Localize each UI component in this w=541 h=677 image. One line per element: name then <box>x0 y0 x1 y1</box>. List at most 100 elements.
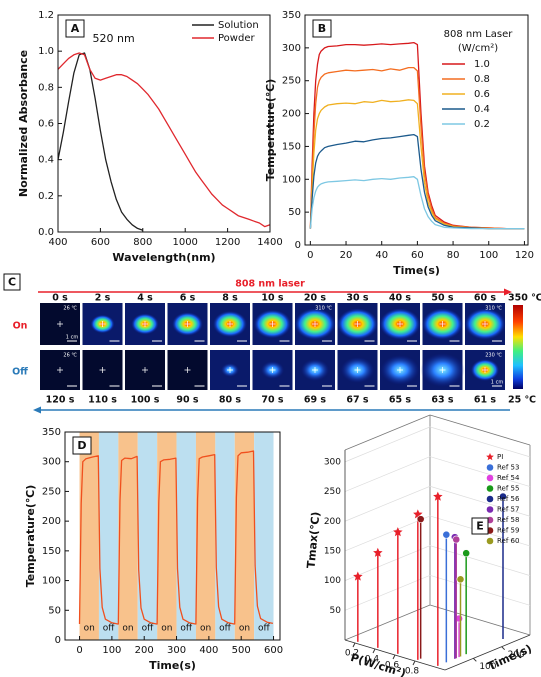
x-tick-label: 60 <box>411 250 424 261</box>
crosshair <box>142 367 148 373</box>
x-tick <box>372 648 376 654</box>
legend-label: PI <box>497 453 503 461</box>
band-label: on <box>122 624 133 634</box>
axis-edge <box>344 604 431 641</box>
y-tick-label: 100 <box>479 662 496 672</box>
band <box>254 432 274 640</box>
panel-letter: C <box>8 276 16 289</box>
laser-label: 808 nm laser <box>235 279 305 290</box>
temp-label: 26 ℃ <box>63 353 77 359</box>
y-axis-title: Temperature(℃) <box>264 79 277 182</box>
band <box>215 432 235 640</box>
point <box>452 535 461 544</box>
colorbar <box>513 305 523 389</box>
time-label: 30 s <box>346 293 369 304</box>
legend-label: 0.8 <box>474 74 490 85</box>
y-tick-label: 50 <box>48 605 61 616</box>
y-tick-label: 350 <box>282 10 301 21</box>
y-tick-label: 250 <box>282 76 301 87</box>
band <box>118 432 138 640</box>
crosshair <box>354 321 361 327</box>
crosshair <box>57 367 63 373</box>
legend-marker <box>486 485 494 492</box>
x-tick-label: 400 <box>48 237 67 248</box>
band <box>137 432 158 640</box>
y-axis-title: Normalized Absorbance <box>17 50 30 197</box>
legend-label: Ref 55 <box>497 485 519 493</box>
x-tick <box>412 660 416 666</box>
time-label: 61 s <box>474 395 497 406</box>
crosshair <box>57 321 63 327</box>
y-tick-label: 50 <box>288 207 301 218</box>
row-label: On <box>13 321 28 332</box>
time-label: 100 s <box>131 395 160 406</box>
legend-marker <box>486 537 494 545</box>
panel-letter: D <box>77 439 86 452</box>
arrow-head <box>504 288 512 296</box>
crosshair <box>397 321 403 327</box>
y-axis-title: Time(s) <box>486 642 534 673</box>
time-label: 69 s <box>304 395 327 406</box>
x-tick-label: 1200 <box>215 237 240 248</box>
x-tick <box>352 642 356 648</box>
z-axis-title: Tmax(℃) <box>305 511 323 569</box>
band <box>157 432 177 640</box>
legend-marker <box>486 506 494 513</box>
time-label: 67 s <box>346 395 369 406</box>
legend-label: Ref 60 <box>497 537 519 545</box>
y-tick-label: 0.4 <box>38 155 54 166</box>
x-tick-label: 0 <box>76 645 82 656</box>
axis-edge <box>429 414 531 446</box>
legend-label: 0.6 <box>474 89 490 100</box>
crosshair <box>99 321 106 327</box>
grid-line <box>344 545 531 581</box>
panel-letter: B <box>318 22 326 35</box>
y-tick-label: 0.6 <box>38 119 54 130</box>
crosshair <box>227 367 233 373</box>
x-tick-label: 300 <box>167 645 186 656</box>
legend-marker <box>486 453 494 461</box>
y-tick-label: 350 <box>42 427 61 438</box>
y-tick-label: 0 <box>295 240 301 251</box>
y-tick-label: 150 <box>282 141 301 152</box>
crosshair <box>312 321 318 327</box>
x-tick-label: 80 <box>447 250 460 261</box>
band-label: on <box>239 624 250 634</box>
time-label: 0 s <box>52 293 68 304</box>
x-tick-label: 600 <box>264 645 283 656</box>
time-label: 80 s <box>219 395 242 406</box>
point <box>373 547 383 557</box>
band-label: on <box>84 624 95 634</box>
panel-letter: A <box>71 22 80 35</box>
crosshair <box>354 367 361 373</box>
panel-letter-box <box>65 19 85 38</box>
crosshair <box>142 321 148 327</box>
x-tick-label: 100 <box>479 250 498 261</box>
band-label: off <box>142 624 155 634</box>
crosshair <box>99 367 106 373</box>
time-label: 6 s <box>180 293 196 304</box>
x-tick-label: 800 <box>133 237 152 248</box>
crosshair <box>184 321 191 327</box>
series-line <box>309 99 525 230</box>
axis-edge <box>429 604 531 636</box>
temp-label: 26 ℃ <box>63 306 77 312</box>
panel-letter: E <box>476 520 484 533</box>
crosshair <box>439 367 446 373</box>
legend-label: Solution <box>218 20 259 31</box>
time-label: 65 s <box>389 395 412 406</box>
y-tick-label: 200 <box>42 516 61 527</box>
temp-label: 310 ℃ <box>485 306 502 312</box>
crosshair <box>312 367 318 373</box>
series-line <box>309 133 525 230</box>
time-label: 120 s <box>46 395 75 406</box>
x-tick-label: 0.2 <box>345 649 359 659</box>
band <box>98 432 119 640</box>
crosshair <box>269 321 276 327</box>
band-label: on <box>161 624 172 634</box>
legend-title: (W/cm²) <box>458 43 498 54</box>
time-label: 40 s <box>389 293 412 304</box>
series-line <box>309 176 525 230</box>
temp-label: 230 ℃ <box>485 353 502 359</box>
y-axis-title: Temperature(℃) <box>24 485 37 588</box>
